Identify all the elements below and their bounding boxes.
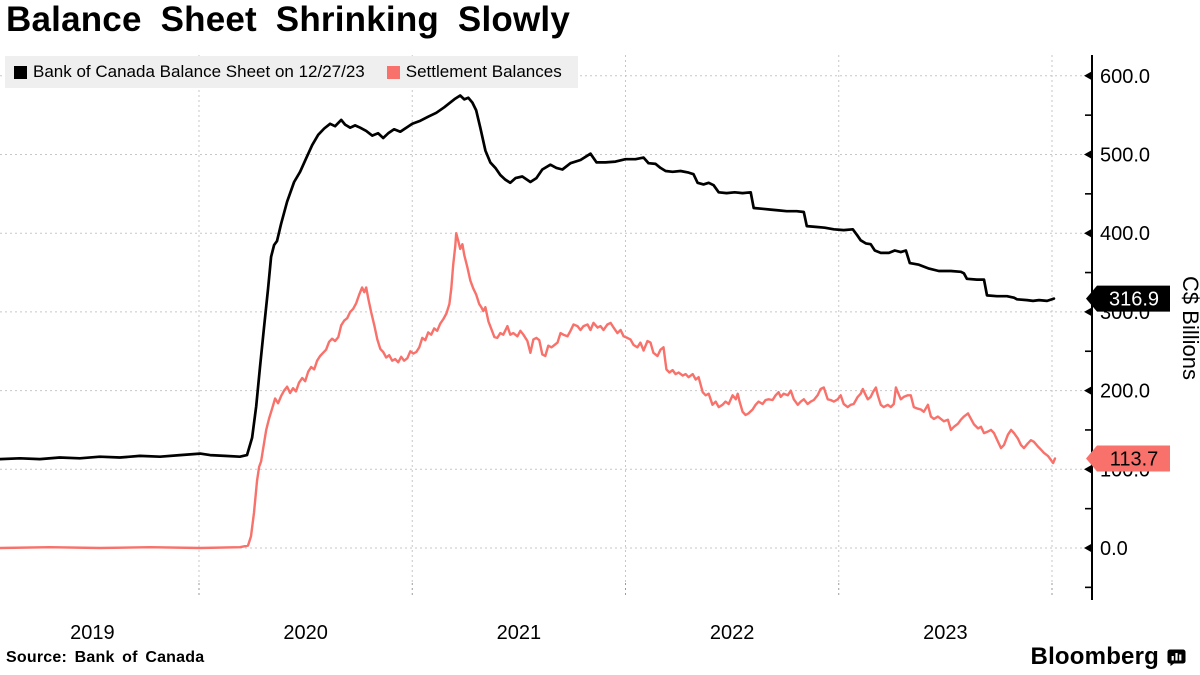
y-major-tick-400 xyxy=(1084,228,1092,238)
series-line-balance-sheet xyxy=(0,94,1056,461)
end-value-label-balance-sheet: 316.9 xyxy=(1109,289,1159,311)
y-tick-label-0: 0.0 xyxy=(1100,538,1128,560)
bloomberg-logo: Bloomberg xyxy=(1031,643,1186,671)
y-major-tick-600 xyxy=(1084,71,1092,81)
y-major-tick-300 xyxy=(1084,307,1092,317)
bloomberg-chart-bubble-icon xyxy=(1167,649,1186,666)
y-major-tick-500 xyxy=(1084,150,1092,159)
red-square-swatch-icon xyxy=(386,65,400,79)
bloomberg-wordmark: Bloomberg xyxy=(1030,643,1159,670)
y-tick-label-500: 500.0 xyxy=(1100,145,1150,167)
source-attribution: Source: Bank of Canada xyxy=(6,649,205,666)
chart-legend: Bank of Canada Balance Sheet on 12/27/23… xyxy=(5,56,578,88)
series-line-settlement-balances xyxy=(0,231,1057,550)
y-major-tick-0 xyxy=(1084,543,1092,553)
x-tick-label-2019: 2019 xyxy=(70,622,115,644)
end-value-badge-settlement-balances xyxy=(1086,445,1170,472)
end-value-label-settlement-balances: 113.7 xyxy=(1110,449,1159,471)
y-axis-title: C$ Billions xyxy=(1178,276,1200,380)
x-tick-label-2023: 2023 xyxy=(923,622,968,644)
x-tick-label-2022: 2022 xyxy=(710,622,755,644)
legend-label-balance-sheet: Bank of Canada Balance Sheet on 12/27/23 xyxy=(33,62,365,81)
end-value-badge-balance-sheet xyxy=(1086,285,1170,312)
legend-item-balance-sheet: Bank of Canada Balance Sheet on 12/27/23 xyxy=(14,62,365,82)
y-tick-label-400: 400.0 xyxy=(1100,223,1150,245)
y-tick-label-200: 200.0 xyxy=(1100,381,1150,403)
y-major-tick-200 xyxy=(1084,386,1092,396)
y-tick-label-600: 600.0 xyxy=(1100,66,1150,88)
legend-item-settlement-balances: Settlement Balances xyxy=(386,62,562,82)
x-tick-label-2021: 2021 xyxy=(497,622,542,644)
legend-label-settlement-balances: Settlement Balances xyxy=(405,62,562,81)
x-tick-label-2020: 2020 xyxy=(283,622,328,644)
y-major-tick-100 xyxy=(1084,464,1092,474)
chart-title: Balance Sheet Shrinking Slowly xyxy=(6,0,570,39)
black-square-swatch-icon xyxy=(14,65,27,79)
